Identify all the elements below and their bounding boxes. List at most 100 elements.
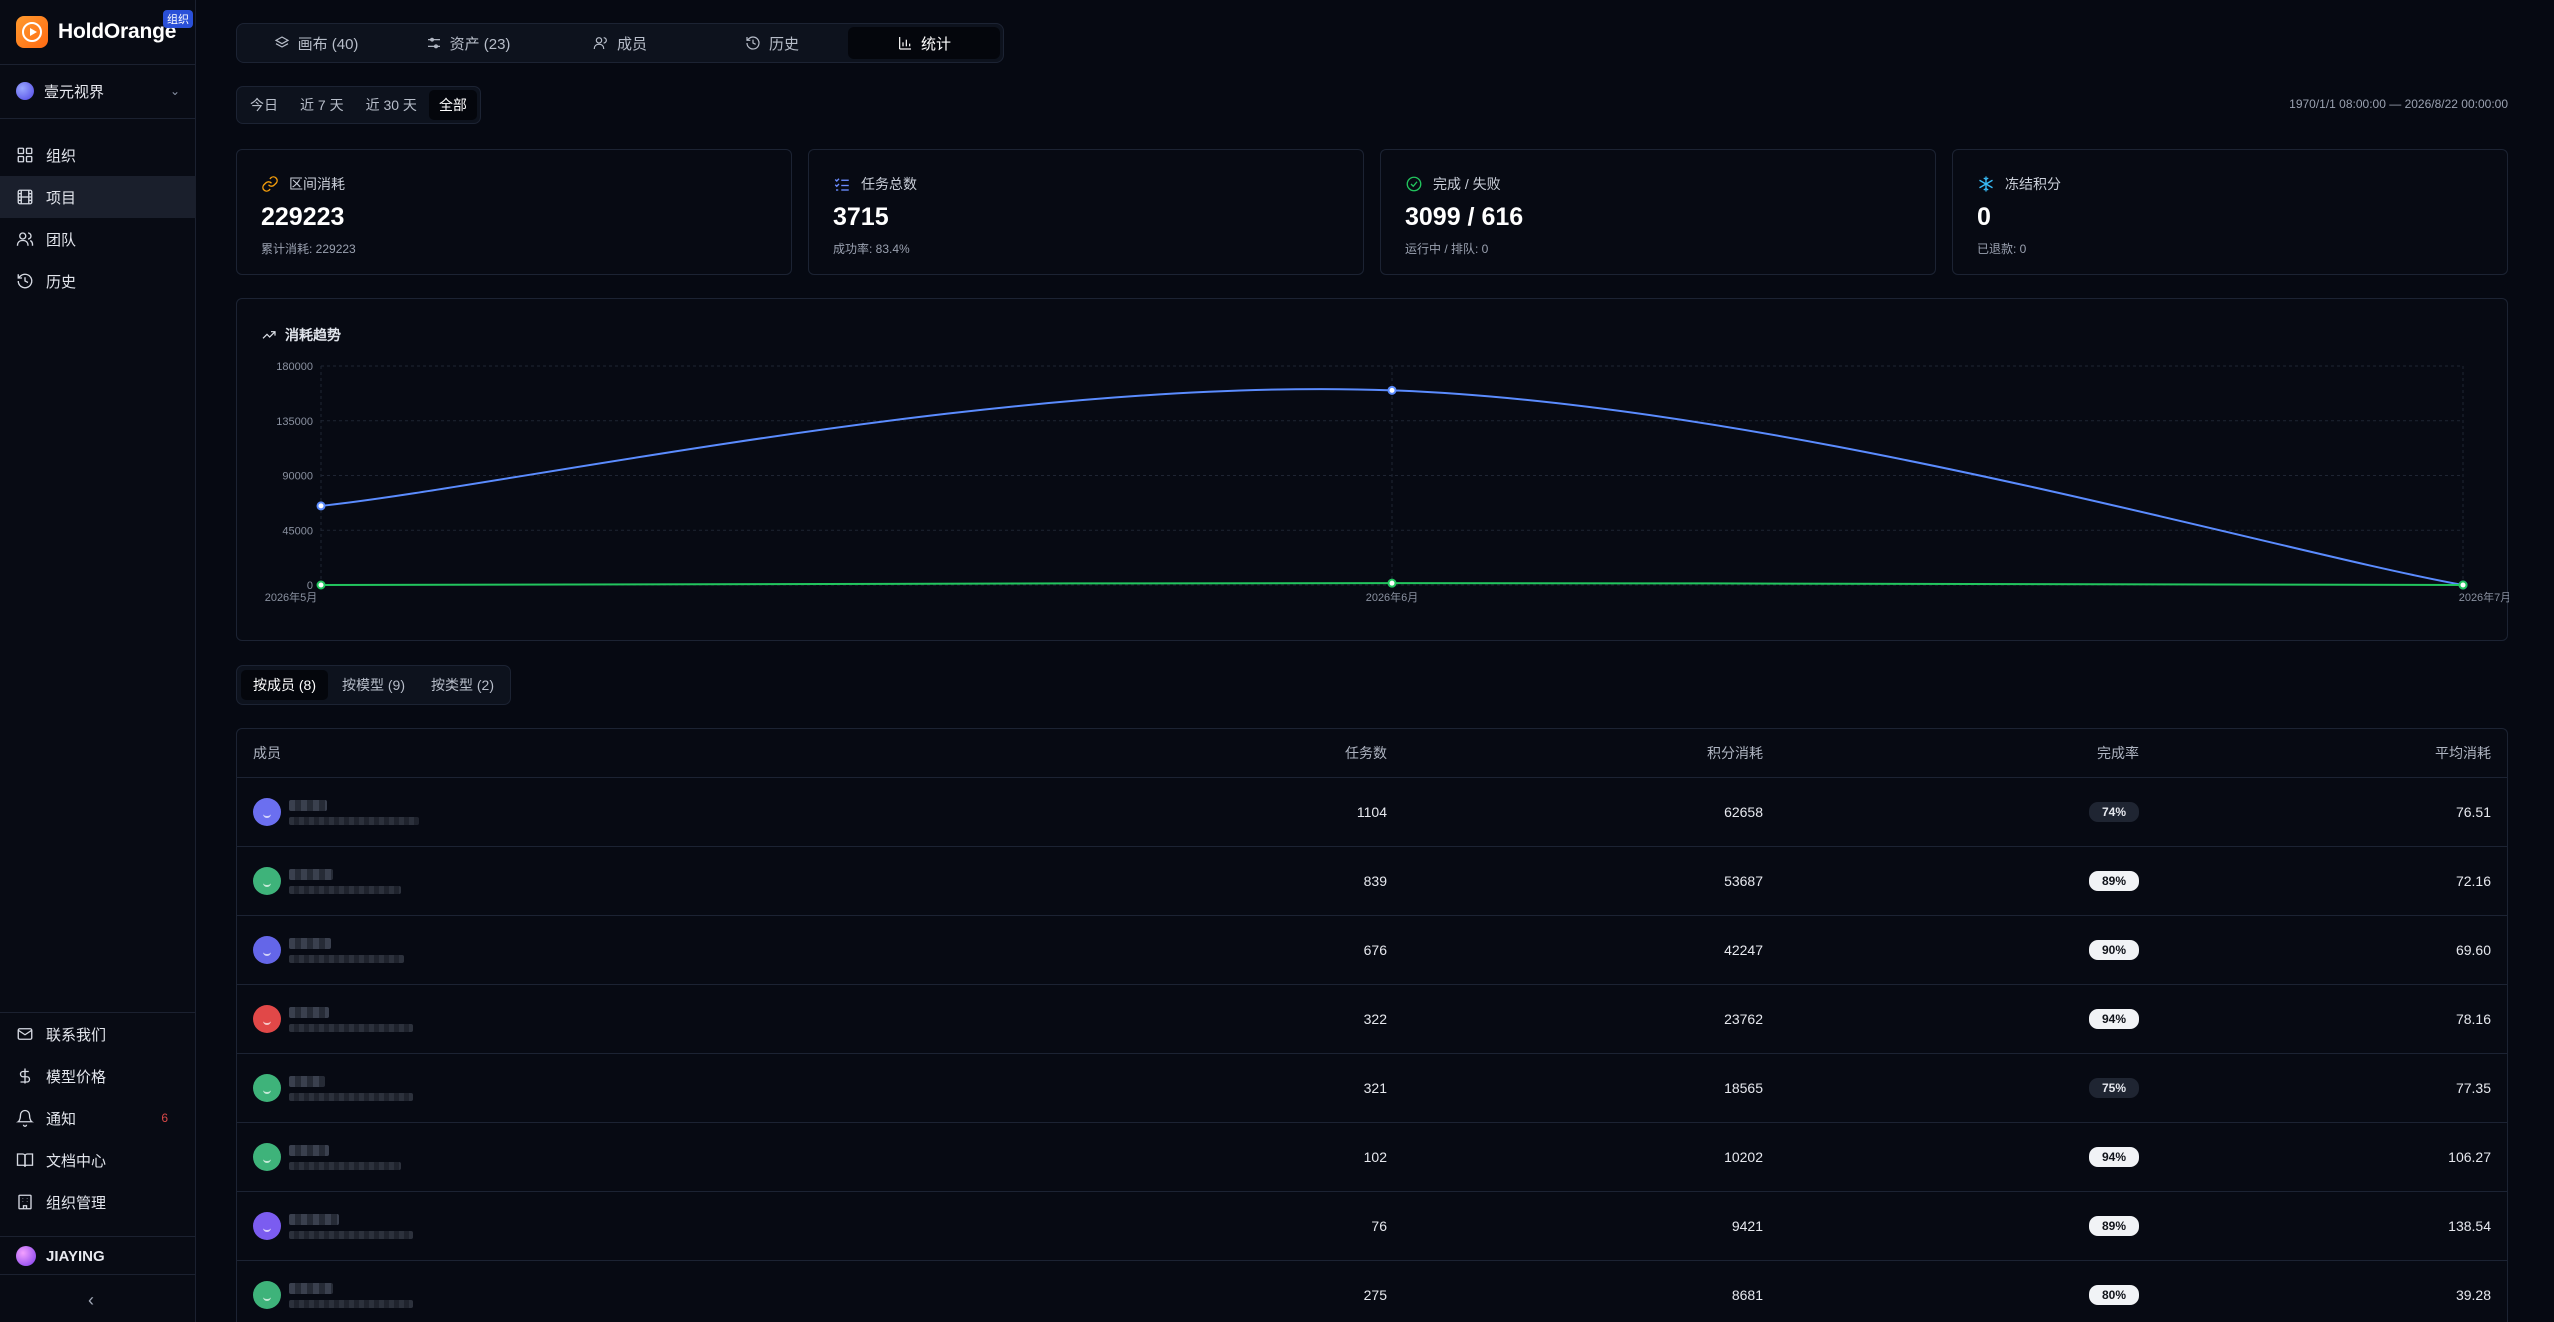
tab-by-member[interactable]: 按成员 (8): [241, 670, 328, 700]
divider: [0, 64, 196, 65]
sidebar-item-org-admin[interactable]: 组织管理: [0, 1181, 196, 1223]
sidebar-item-pricing[interactable]: 模型价格: [0, 1055, 196, 1097]
avatar: [253, 1005, 281, 1033]
avg-cell: 72.16: [2455, 873, 2491, 889]
avg-cell: 77.35: [2455, 1080, 2491, 1096]
rate-cell: 94%: [1763, 1147, 2139, 1167]
bar-chart-icon: [899, 37, 911, 50]
range-7-days[interactable]: 近 7 天: [300, 97, 344, 113]
sidebar: HoldOrange 组织 壹元视界 ⌄ 组织 项目 团队: [0, 0, 196, 1322]
stat-card-total-tasks: 任务总数 3715 成功率: 83.4%: [808, 149, 1364, 275]
rate-cell: 90%: [1763, 940, 2139, 960]
credits-cell: 18565: [1724, 1080, 1763, 1096]
tab-statistics[interactable]: 统计: [848, 27, 1000, 59]
member-email-redacted: [289, 954, 404, 963]
member-identity: [289, 868, 401, 894]
divider: [0, 118, 196, 119]
rate-badge: 94%: [2089, 1009, 2139, 1029]
range-all[interactable]: 全部: [428, 90, 477, 120]
rate-cell: 89%: [1763, 871, 2139, 891]
y-tick-label: 180000: [276, 361, 313, 373]
avg-cell: 39.28: [2455, 1287, 2491, 1303]
workspace-avatar: [16, 82, 34, 100]
member-email-redacted: [289, 1299, 413, 1308]
avatar: [253, 1212, 281, 1240]
chevron-left-icon[interactable]: ‹: [88, 1290, 94, 1310]
avatar: [253, 1281, 281, 1309]
rate-badge: 94%: [2089, 1147, 2139, 1167]
member-cell: [237, 1074, 937, 1102]
sidebar-item-docs[interactable]: 文档中心: [0, 1139, 196, 1181]
table-row[interactable]: 76 9421 89% 138.54: [237, 1192, 2507, 1261]
tab-label: 资产 (23): [449, 35, 511, 53]
range-today[interactable]: 今日: [250, 97, 278, 113]
member-identity: [289, 1213, 413, 1239]
sidebar-item-label: 项目: [46, 189, 77, 207]
member-name-redacted: [289, 1006, 329, 1018]
rate-badge: 80%: [2089, 1285, 2139, 1305]
table-row[interactable]: 676 42247 90% 69.60: [237, 916, 2507, 985]
tab-by-model[interactable]: 按模型 (9): [342, 677, 405, 693]
sidebar-item-label: 历史: [46, 273, 77, 291]
member-cell: [237, 798, 937, 826]
y-tick-label: 45000: [282, 525, 313, 537]
sliders-icon: [427, 37, 440, 49]
rate-badge: 75%: [2089, 1078, 2139, 1098]
sidebar-item-label: 文档中心: [46, 1152, 107, 1170]
chart-title-text: 消耗趋势: [285, 327, 341, 343]
sidebar-item-contact[interactable]: 联系我们: [0, 1013, 196, 1055]
credits-cell: 53687: [1724, 873, 1763, 889]
table-row[interactable]: 839 53687 89% 72.16: [237, 847, 2507, 916]
divider: [0, 1236, 196, 1237]
rate-badge: 90%: [2089, 940, 2139, 960]
member-identity: [289, 937, 404, 963]
member-identity: [289, 1144, 401, 1170]
workspace-switcher[interactable]: 壹元视界 ⌄: [16, 79, 180, 103]
user-menu[interactable]: JIAYING: [16, 1246, 105, 1266]
credits-cell: 9421: [1731, 1218, 1763, 1234]
sidebar-item-team[interactable]: 团队: [0, 218, 196, 260]
tab-members[interactable]: 成员: [544, 27, 696, 59]
avatar: [253, 867, 281, 895]
stat-value: 229223: [261, 203, 345, 231]
rate-cell: 94%: [1763, 1009, 2139, 1029]
user-name: JIAYING: [46, 1247, 105, 1265]
stat-label: 冻结积分: [2005, 176, 2061, 192]
credits-cell: 42247: [1724, 942, 1763, 958]
sidebar-item-label: 组织管理: [46, 1194, 107, 1212]
table-row[interactable]: 322 23762 94% 78.16: [237, 985, 2507, 1054]
breakdown-tabs: 按成员 (8) 按模型 (9) 按类型 (2): [236, 665, 511, 705]
sidebar-item-notifications[interactable]: 通知 6: [0, 1097, 196, 1139]
users-icon: [16, 232, 34, 246]
member-stats-table: 成员 任务数 积分消耗 完成率 平均消耗 1104 62658 74% 76.51 83…: [236, 728, 2508, 1322]
bell-icon: [16, 1109, 34, 1127]
table-row[interactable]: 321 18565 75% 77.35: [237, 1054, 2507, 1123]
users-icon: [593, 37, 607, 49]
tasks-cell: 839: [1363, 873, 1387, 889]
sidebar-item-organization[interactable]: 组织: [0, 134, 196, 176]
date-range-selector: 今日 近 7 天 近 30 天 全部: [236, 86, 481, 124]
table-row[interactable]: 1104 62658 74% 76.51: [237, 778, 2507, 847]
header-avg: 平均消耗: [2435, 745, 2491, 761]
dollar-icon: [19, 1068, 31, 1084]
sidebar-item-label: 模型价格: [46, 1068, 107, 1086]
main-nav: 组织 项目 团队 历史: [0, 134, 196, 302]
tab-by-type[interactable]: 按类型 (2): [431, 677, 494, 693]
brand[interactable]: HoldOrange: [16, 16, 176, 48]
table-row[interactable]: 102 10202 94% 106.27: [237, 1123, 2507, 1192]
rate-cell: 89%: [1763, 1216, 2139, 1236]
sidebar-item-projects[interactable]: 项目: [0, 176, 196, 218]
stat-label: 任务总数: [861, 176, 917, 192]
building-icon: [18, 1194, 32, 1210]
table-row[interactable]: 275 8681 80% 39.28: [237, 1261, 2507, 1322]
tab-assets[interactable]: 资产 (23): [392, 27, 544, 59]
sidebar-item-history[interactable]: 历史: [0, 260, 196, 302]
avg-cell: 78.16: [2455, 1011, 2491, 1027]
range-30-days[interactable]: 近 30 天: [365, 97, 417, 113]
tab-history[interactable]: 历史: [696, 27, 848, 59]
rate-cell: 74%: [1763, 802, 2139, 822]
data-point: [1387, 385, 1397, 395]
tab-canvas[interactable]: 画布 (40): [240, 27, 392, 59]
snowflake-icon: [1979, 176, 1993, 192]
avatar: [253, 936, 281, 964]
